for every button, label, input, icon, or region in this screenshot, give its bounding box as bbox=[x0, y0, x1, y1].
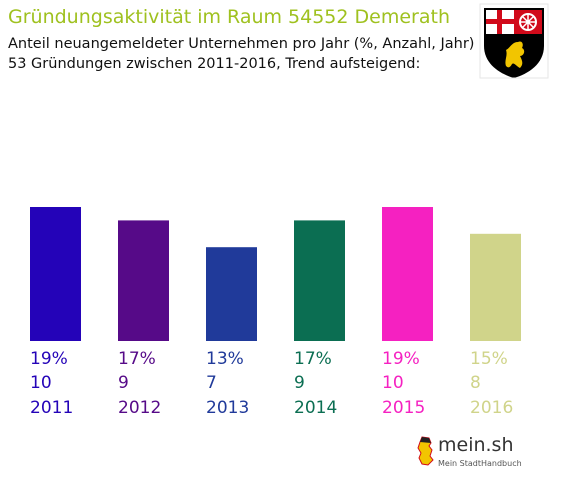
bar-2013 bbox=[206, 247, 257, 341]
count-label-2015: 10 bbox=[382, 373, 404, 393]
count-label-2016: 8 bbox=[470, 373, 481, 393]
percent-label-2012: 17% bbox=[118, 349, 156, 369]
logo-subtext: Mein StadtHandbuch bbox=[438, 459, 522, 468]
year-label-2012: 2012 bbox=[118, 398, 161, 418]
year-label-2015: 2015 bbox=[382, 398, 425, 418]
bar-2015 bbox=[382, 207, 433, 341]
count-label-2011: 10 bbox=[30, 373, 52, 393]
percent-label-2016: 15% bbox=[470, 349, 508, 369]
percent-label-2013: 13% bbox=[206, 349, 244, 369]
rhineland-palatinate-coat-of-arms-icon bbox=[479, 3, 549, 79]
brand-logo: mein.sh Mein StadtHandbuch bbox=[416, 432, 526, 476]
bar-2016 bbox=[470, 233, 521, 341]
logo-text: mein.sh bbox=[438, 434, 514, 456]
bar-2014 bbox=[294, 220, 345, 341]
year-label-2013: 2013 bbox=[206, 398, 249, 418]
year-label-2011: 2011 bbox=[30, 398, 73, 418]
chart-subtitle-line1: Anteil neuangemeldeter Unternehmen pro J… bbox=[8, 36, 475, 52]
year-label-2016: 2016 bbox=[470, 398, 513, 418]
percent-label-2014: 17% bbox=[294, 349, 332, 369]
count-label-2013: 7 bbox=[206, 373, 217, 393]
count-label-2014: 9 bbox=[294, 373, 305, 393]
chart-subtitle-line2: 53 Gründungen zwischen 2011-2016, Trend … bbox=[8, 56, 421, 72]
count-label-2012: 9 bbox=[118, 373, 129, 393]
germany-map-icon bbox=[417, 436, 434, 466]
percent-label-2011: 19% bbox=[30, 349, 68, 369]
bar-2011 bbox=[30, 207, 81, 341]
percent-label-2015: 19% bbox=[382, 349, 420, 369]
bar-2012 bbox=[118, 220, 169, 341]
chart-title: Gründungsaktivität im Raum 54552 Demerat… bbox=[8, 6, 450, 28]
year-label-2014: 2014 bbox=[294, 398, 337, 418]
